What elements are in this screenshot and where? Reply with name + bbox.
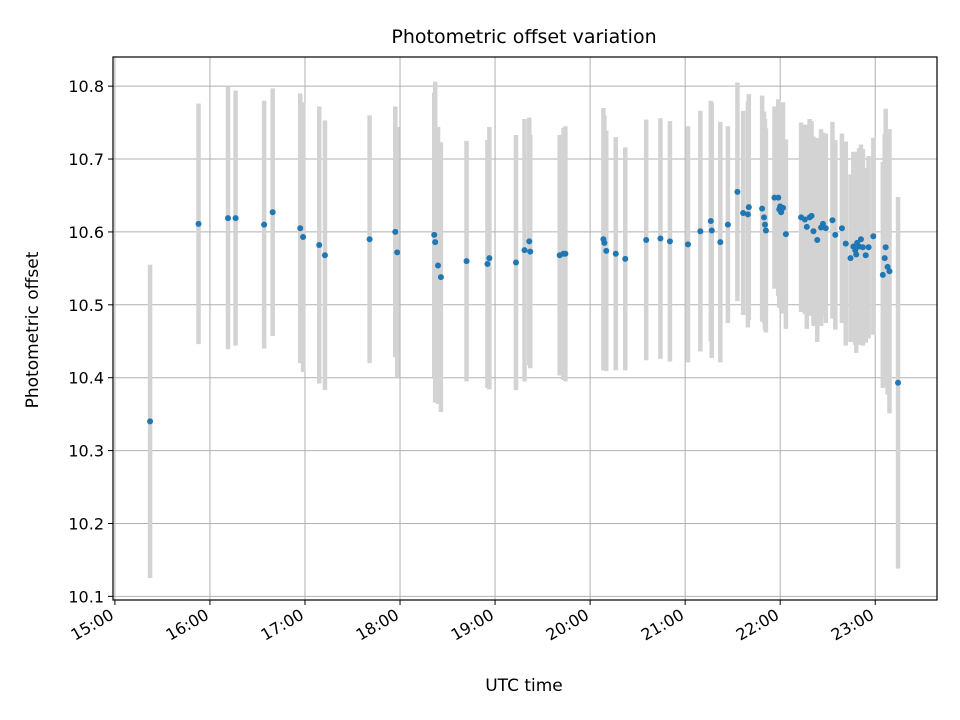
x-tick-label: 22:00 [733,605,782,645]
data-point [486,255,493,262]
data-point [895,379,902,386]
chart-title: Photometric offset variation [391,26,656,48]
data-point [224,215,231,222]
x-tick-label: 15:00 [67,605,116,645]
data-point [392,228,399,235]
data-point [734,188,741,195]
x-tick-label: 23:00 [828,605,877,645]
data-point [657,235,664,242]
data-point [857,236,864,243]
data-point [870,233,877,240]
data-point [761,214,768,221]
data-point [744,211,751,218]
data-point [814,236,821,243]
data-point [808,212,815,219]
data-point [269,209,276,216]
data-point [463,258,470,265]
x-tick-label: 20:00 [543,605,592,645]
x-tick-label: 19:00 [448,605,497,645]
data-point [512,259,519,266]
data-point [666,238,673,245]
data-point [697,228,704,235]
data-point [761,221,768,228]
data-point [829,217,836,224]
data-point [879,271,886,278]
y-tick-label: 10.2 [68,514,104,533]
data-point [803,223,810,230]
data-point [432,239,439,246]
y-tick-label: 10.4 [68,369,104,388]
data-point [526,238,533,245]
data-point [612,250,619,257]
data-point [394,249,401,256]
y-tick-label: 10.3 [68,442,104,461]
data-point [886,268,893,275]
x-tick-label: 17:00 [258,605,307,645]
data-point [745,204,752,211]
data-point [862,252,869,259]
data-point [740,209,747,216]
data-point [865,244,872,251]
plot-frame [112,56,938,601]
data-point [622,255,629,262]
data-point [832,231,839,238]
y-tick-label: 10.7 [68,150,104,169]
x-tick-label: 16:00 [163,605,212,645]
data-point [643,236,650,243]
data-point [838,225,845,232]
data-point [437,274,444,281]
y-tick-label: 10.1 [68,587,104,606]
y-tick-label: 10.8 [68,77,104,96]
data-point [801,216,808,223]
data-point [435,262,442,269]
data-point [195,220,202,227]
data-point [708,227,715,234]
data-point [431,231,438,238]
data-point [707,217,714,224]
y-axis-label: Photometric offset [23,251,43,408]
data-point [847,255,854,262]
data-point [603,247,610,254]
x-tick-label: 21:00 [638,605,687,645]
data-point [882,244,889,251]
data-point [147,418,154,425]
y-tick-label: 10.6 [68,223,104,242]
data-point [822,225,829,232]
data-point [859,244,866,251]
data-point [232,215,239,222]
data-point [321,252,328,259]
data-point [684,241,691,248]
x-axis-label: UTC time [485,676,563,696]
data-point [261,221,268,228]
error-bars [147,81,901,579]
data-point [853,251,860,258]
data-point [484,260,491,267]
data-point [521,247,528,254]
data-point [819,220,826,227]
data-point [782,231,789,238]
y-tick-label: 10.5 [68,296,104,315]
data-point [366,236,373,243]
data-point [724,221,731,228]
data-point [881,255,888,262]
data-point [780,204,787,211]
data-point [297,225,304,232]
data-point [601,239,608,246]
x-axis-ticks: 15:00 16:00 17:00 18:00 19:00 20:00 21:00 22:00… [67,600,877,645]
data-point [762,227,769,234]
data-point [717,239,724,246]
data-points [147,188,902,425]
data-point [842,240,849,247]
data-point [316,242,323,249]
data-point [810,228,817,235]
data-point [300,234,307,241]
y-axis-ticks: 10.1 10.2 10.3 10.4 10.5 10.6 10.7 10.8 [68,77,113,606]
data-point [775,194,782,201]
data-point [562,250,569,257]
data-point [527,248,534,255]
x-tick-label: 18:00 [353,605,402,645]
data-point [759,205,766,212]
